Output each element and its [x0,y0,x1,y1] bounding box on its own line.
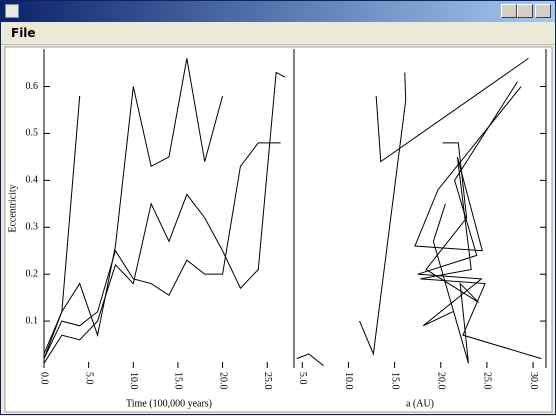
x-tick-label: 15.0 [173,372,184,390]
x-tick-label: 15.0 [389,372,400,390]
y-axis-label: Eccentricity [7,184,18,232]
y-tick-label: 0.1 [26,315,39,326]
menu-item[interactable]: File [11,26,36,40]
y-tick-label: 0.6 [26,81,39,92]
series-line [375,57,529,163]
x-axis-label: Time (100,000 years) [126,398,212,409]
y-tick-label: 0.2 [26,268,39,279]
series-line [417,81,518,327]
minimize-button[interactable] [501,4,517,18]
app-icon [5,4,19,18]
x-tick-label: 20.0 [435,372,446,390]
maximize-button[interactable] [517,4,533,18]
plot-panel [4,46,553,413]
y-tick-label: 0.5 [26,128,39,139]
series-line [43,71,286,364]
x-axis-label: a (AU) [406,398,434,409]
x-tick-label: 5.0 [83,372,94,385]
x-tick-label: 5.0 [297,372,308,385]
x-tick-label: 10.0 [343,372,354,390]
x-tick-label: 25.0 [262,372,273,390]
title-bar [1,1,555,22]
x-tick-label: 30.0 [528,372,539,390]
series-line [296,353,324,367]
x-tick-label: 0.0 [39,372,50,385]
y-tick-label: 0.3 [26,222,39,233]
y-tick-label: 0.4 [26,175,39,186]
series-line [359,72,407,356]
x-tick-label: 10.0 [128,372,139,390]
series-line [43,58,224,355]
x-tick-label: 25.0 [482,372,493,390]
series-line [43,142,281,359]
menu-bar [1,22,555,45]
x-tick-label: 20.0 [217,372,228,390]
series-line [425,142,479,364]
close-button[interactable] [535,4,551,18]
